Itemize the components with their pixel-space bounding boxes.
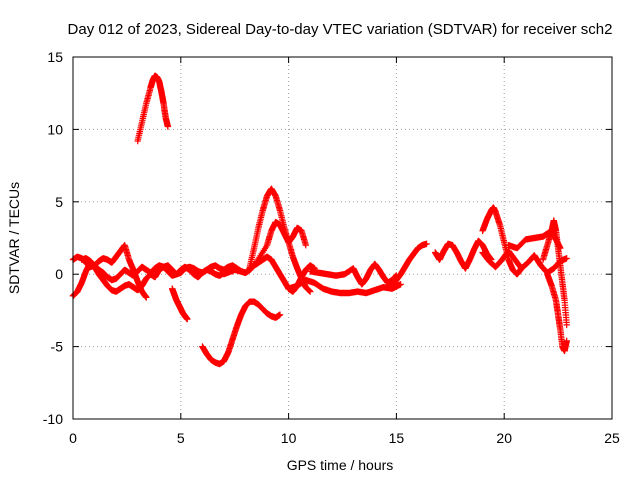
series-arc-5: [169, 285, 191, 323]
x-tick-label: 20: [496, 430, 512, 446]
series-arc-12: [388, 240, 430, 289]
x-tick-label: 5: [177, 430, 185, 446]
series-arc-11: [307, 260, 400, 288]
series-arc-18: [544, 271, 570, 355]
series-arc-1: [134, 72, 172, 145]
x-tick-label: 25: [604, 430, 620, 446]
series-arc-8: [220, 218, 309, 278]
data-point-markers: [220, 218, 309, 278]
x-tick-label: 10: [281, 430, 297, 446]
data-point-markers: [134, 72, 172, 145]
x-tick-label: 0: [69, 430, 77, 446]
data-point-markers: [544, 271, 570, 355]
data-point-markers: [539, 217, 570, 329]
x-axis-title: GPS time / hours: [287, 457, 394, 473]
plot-frame: [72, 56, 613, 420]
series-arc-17: [539, 217, 570, 329]
data-point-markers: [169, 285, 191, 323]
y-axis-title: SDTVAR / TECUs: [6, 182, 22, 294]
data-point-markers: [285, 276, 404, 297]
x-tick-label: 15: [389, 430, 405, 446]
y-tick-label: -5: [51, 339, 64, 355]
data-point-markers: [388, 240, 430, 289]
chart-title: Day 012 of 2023, Sidereal Day-to-day VTE…: [68, 21, 613, 38]
data-point-markers: [307, 260, 400, 288]
series-arc-13: [432, 237, 495, 272]
y-tick-label: 0: [55, 266, 63, 282]
y-tick-label: 15: [47, 49, 63, 65]
y-tick-label: 10: [47, 121, 63, 137]
data-point-markers: [199, 298, 284, 368]
y-tick-label: -10: [43, 411, 63, 427]
data-points: [69, 72, 570, 368]
series-arc-10: [285, 276, 404, 297]
series-arc-6: [199, 298, 284, 368]
data-point-markers: [432, 237, 495, 272]
axis-ticks: 0 5 10 15 20 25 -10 -5 0 5 10 15: [43, 49, 620, 446]
y-tick-label: 5: [55, 194, 63, 210]
